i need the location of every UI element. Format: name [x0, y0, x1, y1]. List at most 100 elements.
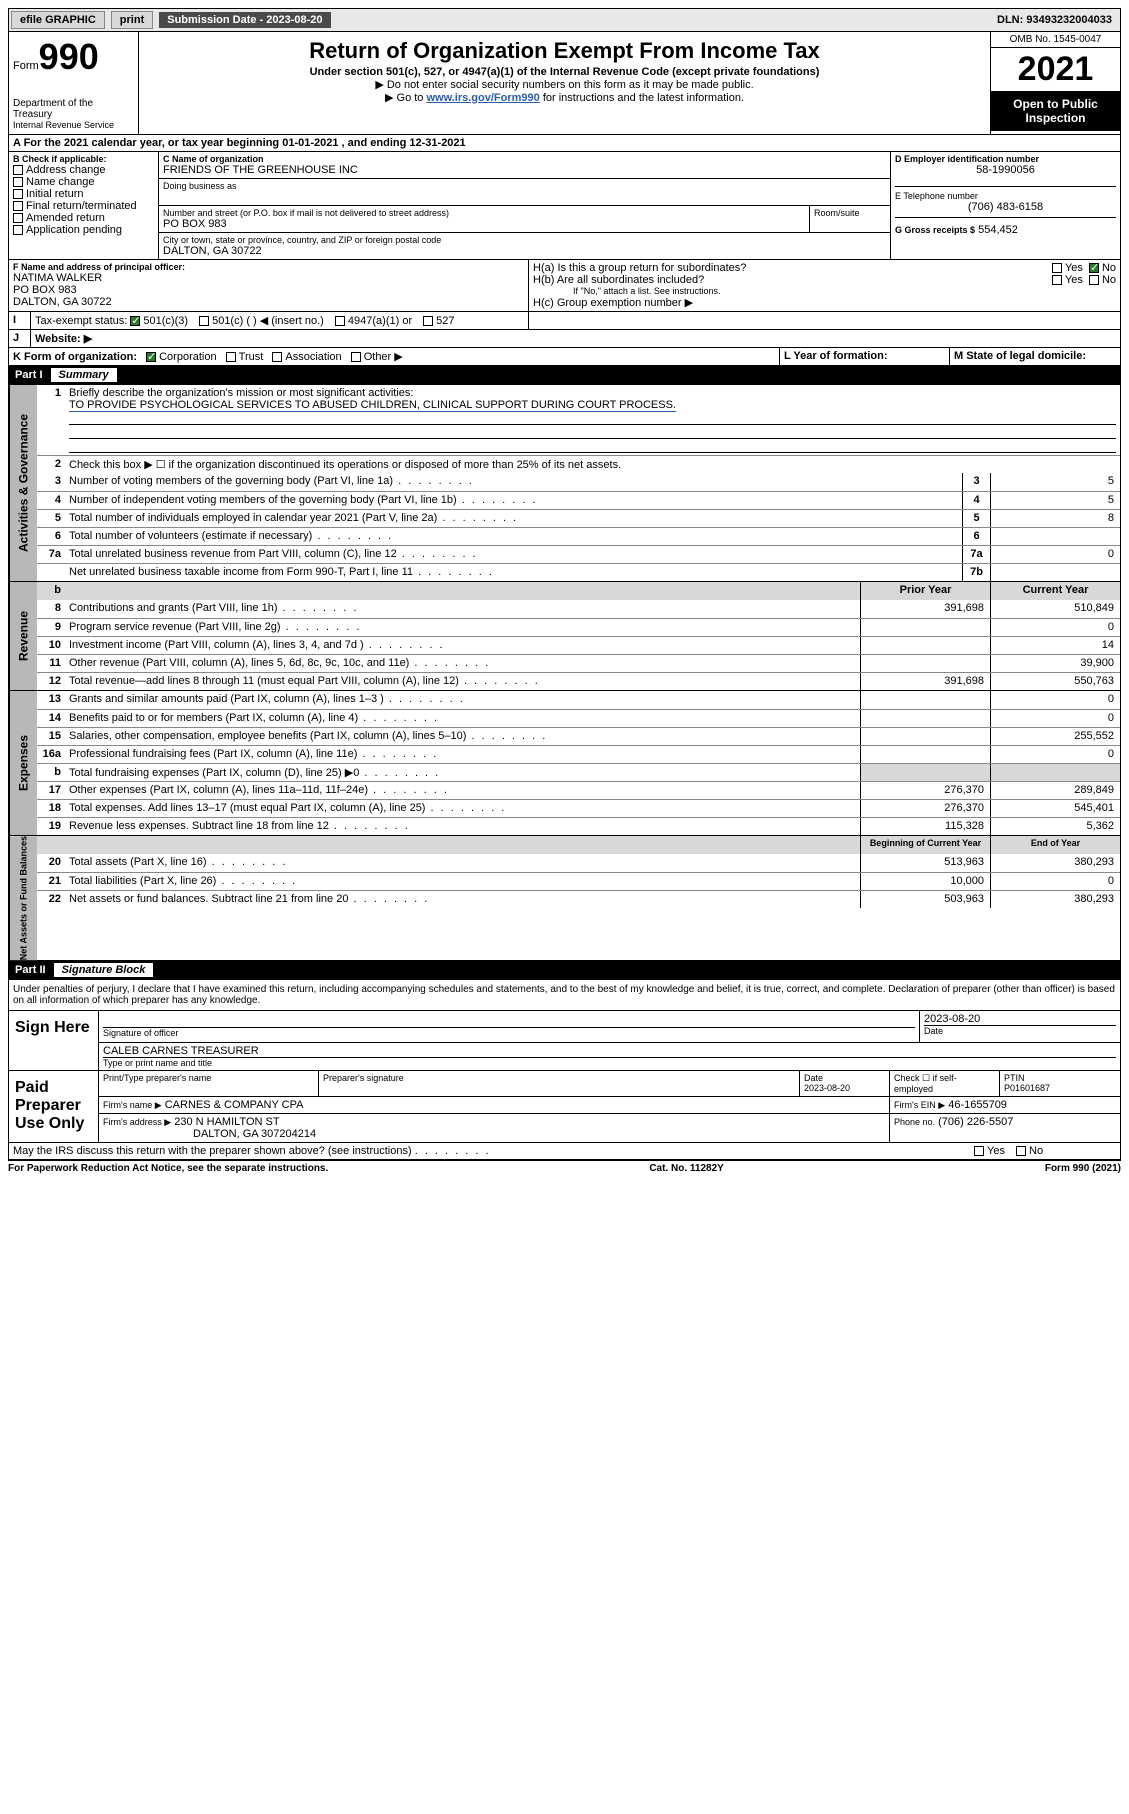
prep-sig-label: Preparer's signature [319, 1071, 800, 1096]
part-1-header: Part I Summary [8, 366, 1121, 385]
i-row: I Tax-exempt status: 501(c)(3) 501(c) ( … [8, 312, 1121, 330]
ha-yes[interactable]: Yes [1052, 262, 1083, 274]
discuss-no[interactable]: No [1016, 1145, 1043, 1157]
irs-link[interactable]: www.irs.gov/Form990 [426, 92, 539, 104]
opt-address-change[interactable]: Address change [13, 164, 154, 176]
officer-name-title: CALEB CARNES TREASURER [103, 1045, 1116, 1057]
table-row: 9Program service revenue (Part VIII, lin… [37, 618, 1120, 636]
page-footer: For Paperwork Reduction Act Notice, see … [8, 1160, 1121, 1174]
prep-name-label: Print/Type preparer's name [99, 1071, 319, 1096]
i-4947[interactable]: 4947(a)(1) or [335, 315, 412, 327]
opt-initial-return[interactable]: Initial return [13, 188, 154, 200]
box-m-label: M State of legal domicile: [950, 348, 1120, 365]
i-527[interactable]: 527 [423, 315, 454, 327]
gross-receipts: 554,452 [978, 224, 1018, 236]
gov-label: Activities & Governance [9, 385, 37, 581]
sig-date: 2023-08-20 [924, 1013, 1116, 1025]
table-row: 7aTotal unrelated business revenue from … [37, 545, 1120, 563]
prior-year-hdr: Prior Year [860, 582, 990, 600]
firm-phone-label: Phone no. [894, 1117, 935, 1127]
k-trust[interactable]: Trust [226, 351, 264, 363]
expenses-section: Expenses 13Grants and similar amounts pa… [8, 691, 1121, 836]
box-e-label: E Telephone number [895, 191, 1116, 201]
footer-right: Form 990 (2021) [1045, 1163, 1121, 1174]
org-address: PO BOX 983 [163, 218, 805, 230]
paid-preparer-block: Paid Preparer Use Only Print/Type prepar… [8, 1071, 1121, 1143]
table-row: 16aProfessional fundraising fees (Part I… [37, 745, 1120, 763]
check-self-label: Check ☐ if self-employed [890, 1071, 1000, 1096]
box-b: B Check if applicable: Address change Na… [9, 152, 159, 259]
box-deg: D Employer identification number 58-1990… [890, 152, 1120, 259]
sign-here-label: Sign Here [9, 1011, 99, 1070]
officer-addr2: DALTON, GA 30722 [13, 296, 524, 308]
inspect-line1: Open to Public [995, 97, 1116, 111]
table-row: 14Benefits paid to or for members (Part … [37, 709, 1120, 727]
dba-label: Doing business as [163, 181, 886, 191]
h-c-label: H(c) Group exemption number ▶ [533, 296, 1116, 309]
table-row: 10Investment income (Part VIII, column (… [37, 636, 1120, 654]
line-a-prefix: A For the 2021 calendar year, or tax yea… [13, 137, 282, 149]
omb-number: OMB No. 1545-0047 [991, 32, 1120, 48]
box-d-label: D Employer identification number [895, 154, 1116, 164]
form-subtitle-1: Under section 501(c), 527, or 4947(a)(1)… [147, 66, 982, 78]
j-row: J Website: ▶ [8, 330, 1121, 348]
beg-year-hdr: Beginning of Current Year [860, 836, 990, 854]
k-other[interactable]: Other ▶ [351, 351, 403, 363]
net-label: Net Assets or Fund Balances [9, 836, 37, 960]
hb-yes[interactable]: Yes [1052, 274, 1083, 286]
ha-no[interactable]: No [1089, 262, 1116, 274]
part-2-num: Part II [15, 964, 54, 976]
box-h: H(a) Is this a group return for subordin… [529, 260, 1120, 311]
k-corp[interactable]: Corporation [146, 351, 216, 363]
opt-amended[interactable]: Amended return [13, 212, 154, 224]
opt-app-pending[interactable]: Application pending [13, 224, 154, 236]
opt-name-change[interactable]: Name change [13, 176, 154, 188]
box-f-label: F Name and address of principal officer: [13, 262, 524, 272]
table-row: 20Total assets (Part X, line 16)513,9633… [37, 854, 1120, 872]
firm-name-label: Firm's name ▶ [103, 1100, 162, 1110]
phone: (706) 483-6158 [895, 201, 1116, 213]
table-row: 8Contributions and grants (Part VIII, li… [37, 600, 1120, 618]
print-button[interactable]: print [111, 11, 153, 29]
firm-addr2: DALTON, GA 307204214 [193, 1128, 316, 1140]
irs-label: Internal Revenue Service [13, 120, 134, 130]
box-l-label: L Year of formation: [780, 348, 950, 365]
dept-label: Department of the Treasury [13, 98, 134, 120]
form-subtitle-3: ▶ Go to www.irs.gov/Form990 for instruct… [147, 91, 982, 104]
table-row: 21Total liabilities (Part X, line 26)10,… [37, 872, 1120, 890]
discuss-yes[interactable]: Yes [974, 1145, 1005, 1157]
k-assoc[interactable]: Association [272, 351, 341, 363]
box-f: F Name and address of principal officer:… [9, 260, 529, 311]
revenue-section: Revenue b Prior Year Current Year 8Contr… [8, 582, 1121, 691]
line-a: A For the 2021 calendar year, or tax yea… [8, 135, 1121, 152]
sig-officer-label: Signature of officer [103, 1027, 915, 1038]
hb-no[interactable]: No [1089, 274, 1116, 286]
ptin-label: PTIN [1004, 1073, 1116, 1083]
i-501c[interactable]: 501(c) ( ) ◀ (insert no.) [199, 315, 324, 327]
officer-addr1: PO BOX 983 [13, 284, 524, 296]
box-c: C Name of organization FRIENDS OF THE GR… [159, 152, 890, 259]
activities-governance: Activities & Governance 1 Briefly descri… [8, 385, 1121, 582]
h-a-label: H(a) Is this a group return for subordin… [533, 262, 1052, 274]
firm-addr1: 230 N HAMILTON ST [174, 1116, 279, 1128]
box-g-label: G Gross receipts $ [895, 225, 975, 235]
tax-year-end: 12-31-2021 [409, 137, 465, 149]
part-2-header: Part II Signature Block [8, 961, 1121, 980]
end-year-hdr: End of Year [990, 836, 1120, 854]
perjury-declaration: Under penalties of perjury, I declare th… [8, 980, 1121, 1011]
mission-label: Briefly describe the organization's miss… [69, 387, 413, 399]
firm-ein: 46-1655709 [948, 1099, 1007, 1111]
table-row: 6Total number of volunteers (estimate if… [37, 527, 1120, 545]
opt-final-return[interactable]: Final return/terminated [13, 200, 154, 212]
table-row: 15Salaries, other compensation, employee… [37, 727, 1120, 745]
table-row: 3Number of voting members of the governi… [37, 473, 1120, 491]
firm-addr-label: Firm's address ▶ [103, 1117, 171, 1127]
mission-text: TO PROVIDE PSYCHOLOGICAL SERVICES TO ABU… [69, 399, 676, 412]
addr-label: Number and street (or P.O. box if mail i… [163, 208, 805, 218]
firm-ein-label: Firm's EIN ▶ [894, 1100, 945, 1110]
i-501c3[interactable]: 501(c)(3) [130, 315, 188, 327]
table-row: 17Other expenses (Part IX, column (A), l… [37, 781, 1120, 799]
form-prefix: Form [13, 60, 39, 72]
box-c-label: C Name of organization [163, 154, 886, 164]
table-row: 4Number of independent voting members of… [37, 491, 1120, 509]
